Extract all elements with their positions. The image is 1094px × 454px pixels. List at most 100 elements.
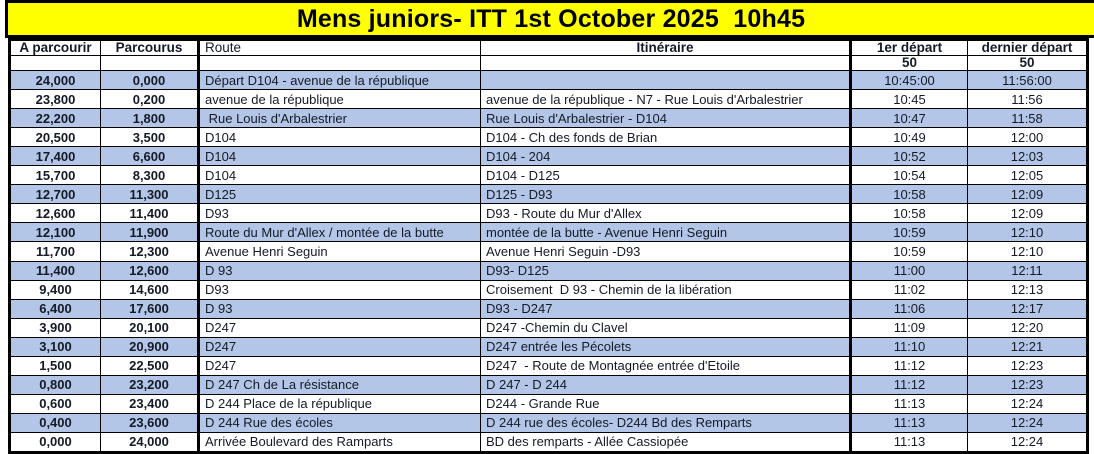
cell-1er-depart: 11:06: [849, 298, 968, 319]
cell-a-parcourir: 22,200: [9, 108, 101, 129]
cell-route: D 93: [197, 298, 481, 319]
cell-route: D104: [197, 165, 481, 186]
cell-itineraire: Rue Louis d'Arbalestrier - D104: [480, 108, 851, 129]
cell-parcourus: 23,200: [100, 374, 199, 395]
col-header-route: Route: [197, 38, 481, 57]
cell-route: avenue de la république: [197, 89, 481, 110]
cell-blank: [480, 55, 851, 72]
cell-1er-depart: 10:58: [849, 203, 968, 224]
cell-itineraire: D247 -Chemin du Clavel: [480, 317, 851, 338]
cell-a-parcourir: 11,700: [9, 241, 101, 262]
table-row: 15,700 8,300 D104 D104 - D125 10:54 12:05: [9, 165, 1088, 186]
col-header-itineraire: Itinéraire: [480, 38, 851, 57]
table-row: 1,500 22,500 D247 D247 - Route de Montagnée…: [9, 355, 1088, 376]
cell-blank: [9, 55, 101, 72]
cell-route: D247: [197, 355, 481, 376]
cell-parcourus: 1,800: [100, 108, 199, 129]
cell-dernier-depart: 12:24: [967, 412, 1088, 433]
cell-parcourus: 23,400: [100, 393, 199, 414]
table-body: 24,000 0,000 Départ D104 - avenue de la ré…: [9, 70, 1088, 454]
cell-itineraire: D93 - Route du Mur d'Allex: [480, 203, 851, 224]
cell-parcourus: 17,600: [100, 298, 199, 319]
cell-parcourus: 11,400: [100, 203, 199, 224]
cell-1er-depart: 10:58: [849, 184, 968, 205]
table-header: A parcourir Parcourus Route Itinéraire 1…: [9, 38, 1088, 72]
cell-a-parcourir: 3,900: [9, 317, 101, 338]
cell-dernier-depart: 12:09: [967, 184, 1088, 205]
cell-dernier-depart: 12:05: [967, 165, 1088, 186]
cell-dernier-depart: 11:56: [967, 89, 1088, 110]
table-row: 3,900 20,100 D247 D247 -Chemin du Clavel 11:…: [9, 317, 1088, 338]
cell-itineraire: D 244 rue des écoles- D244 Bd des Rempar…: [480, 412, 851, 433]
cell-itineraire: Avenue Henri Seguin -D93: [480, 241, 851, 262]
cell-a-parcourir: 3,100: [9, 336, 101, 357]
cell-route: D125: [197, 184, 481, 205]
table-row: 6,400 17,600 D 93 D93 - D247 11:06 12:17: [9, 298, 1088, 319]
col-header-a-parcourir: A parcourir: [9, 38, 101, 57]
cell-1er-depart: 10:59: [849, 241, 968, 262]
cell-a-parcourir: 0,400: [9, 412, 101, 433]
cell-dernier-depart: 12:23: [967, 374, 1088, 395]
cell-itineraire: D104 - D125: [480, 165, 851, 186]
cell-dernier-depart: 12:03: [967, 146, 1088, 167]
cell-route: D 244 Rue des écoles: [197, 412, 481, 433]
cell-parcourus: 22,500: [100, 355, 199, 376]
cell-itineraire: D247 - Route de Montagnée entrée d'Etoil…: [480, 355, 851, 376]
cell-dernier-depart: 12:21: [967, 336, 1088, 357]
cell-route: Route du Mur d'Allex / montée de la butt…: [197, 222, 481, 243]
cell-itineraire: D125 - D93: [480, 184, 851, 205]
cell-1er-depart: 11:13: [849, 393, 968, 414]
cell-parcourus: 11,900: [100, 222, 199, 243]
cell-1er-depart: 10:45: [849, 89, 968, 110]
cell-1er-depart: 11:10: [849, 336, 968, 357]
table-row: 3,100 20,900 D247 D247 entrée les Pécolets 1…: [9, 336, 1088, 357]
table-row: 22,200 1,800 Rue Louis d'Arbalestrier Rue …: [9, 108, 1088, 129]
cell-parcourus: 24,000: [100, 431, 199, 454]
cell-dernier-depart: 11:58: [967, 108, 1088, 129]
cell-a-parcourir: 12,600: [9, 203, 101, 224]
cell-parcourus: 20,100: [100, 317, 199, 338]
cell-route: D247: [197, 317, 481, 338]
cell-rider-count-dernier: 50: [967, 55, 1088, 72]
cell-parcourus: 20,900: [100, 336, 199, 357]
table-row: 17,400 6,600 D104 D104 - 204 10:52 12:03: [9, 146, 1088, 167]
cell-route: Rue Louis d'Arbalestrier: [197, 108, 481, 129]
table-row: 0,600 23,400 D 244 Place de la république D…: [9, 393, 1088, 414]
cell-dernier-depart: 12:09: [967, 203, 1088, 224]
cell-itineraire: [480, 70, 851, 91]
cell-dernier-depart: 11:56:00: [967, 70, 1088, 91]
cell-a-parcourir: 17,400: [9, 146, 101, 167]
cell-rider-count-1er: 50: [849, 55, 968, 72]
cell-1er-depart: 11:00: [849, 260, 968, 281]
cell-a-parcourir: 9,400: [9, 279, 101, 300]
table-row: 0,800 23,200 D 247 Ch de La résistance D 24…: [9, 374, 1088, 395]
cell-1er-depart: 11:12: [849, 374, 968, 395]
cell-itineraire: D244 - Grande Rue: [480, 393, 851, 414]
col-header-parcourus: Parcourus: [100, 38, 199, 57]
cell-a-parcourir: 11,400: [9, 260, 101, 281]
cell-route: D93: [197, 279, 481, 300]
cell-a-parcourir: 12,100: [9, 222, 101, 243]
cell-a-parcourir: 20,500: [9, 127, 101, 148]
cell-itineraire: D93- D125: [480, 260, 851, 281]
table-row: 20,500 3,500 D104 D104 - Ch des fonds de Br…: [9, 127, 1088, 148]
cell-parcourus: 0,200: [100, 89, 199, 110]
table-row: 12,100 11,900 Route du Mur d'Allex / monté…: [9, 222, 1088, 243]
rider-count-row: 50 50: [9, 55, 1088, 72]
cell-route: D104: [197, 146, 481, 167]
cell-itineraire: D104 - Ch des fonds de Brian: [480, 127, 851, 148]
cell-1er-depart: 10:47: [849, 108, 968, 129]
cell-a-parcourir: 0,000: [9, 431, 101, 454]
cell-1er-depart: 10:54: [849, 165, 968, 186]
cell-parcourus: 12,300: [100, 241, 199, 262]
cell-blank: [197, 55, 481, 72]
cell-parcourus: 6,600: [100, 146, 199, 167]
cell-1er-depart: 11:02: [849, 279, 968, 300]
cell-a-parcourir: 0,600: [9, 393, 101, 414]
cell-route: Départ D104 - avenue de la république: [197, 70, 481, 91]
cell-1er-depart: 11:13: [849, 412, 968, 433]
cell-parcourus: 12,600: [100, 260, 199, 281]
cell-dernier-depart: 12:10: [967, 241, 1088, 262]
cell-parcourus: 11,300: [100, 184, 199, 205]
